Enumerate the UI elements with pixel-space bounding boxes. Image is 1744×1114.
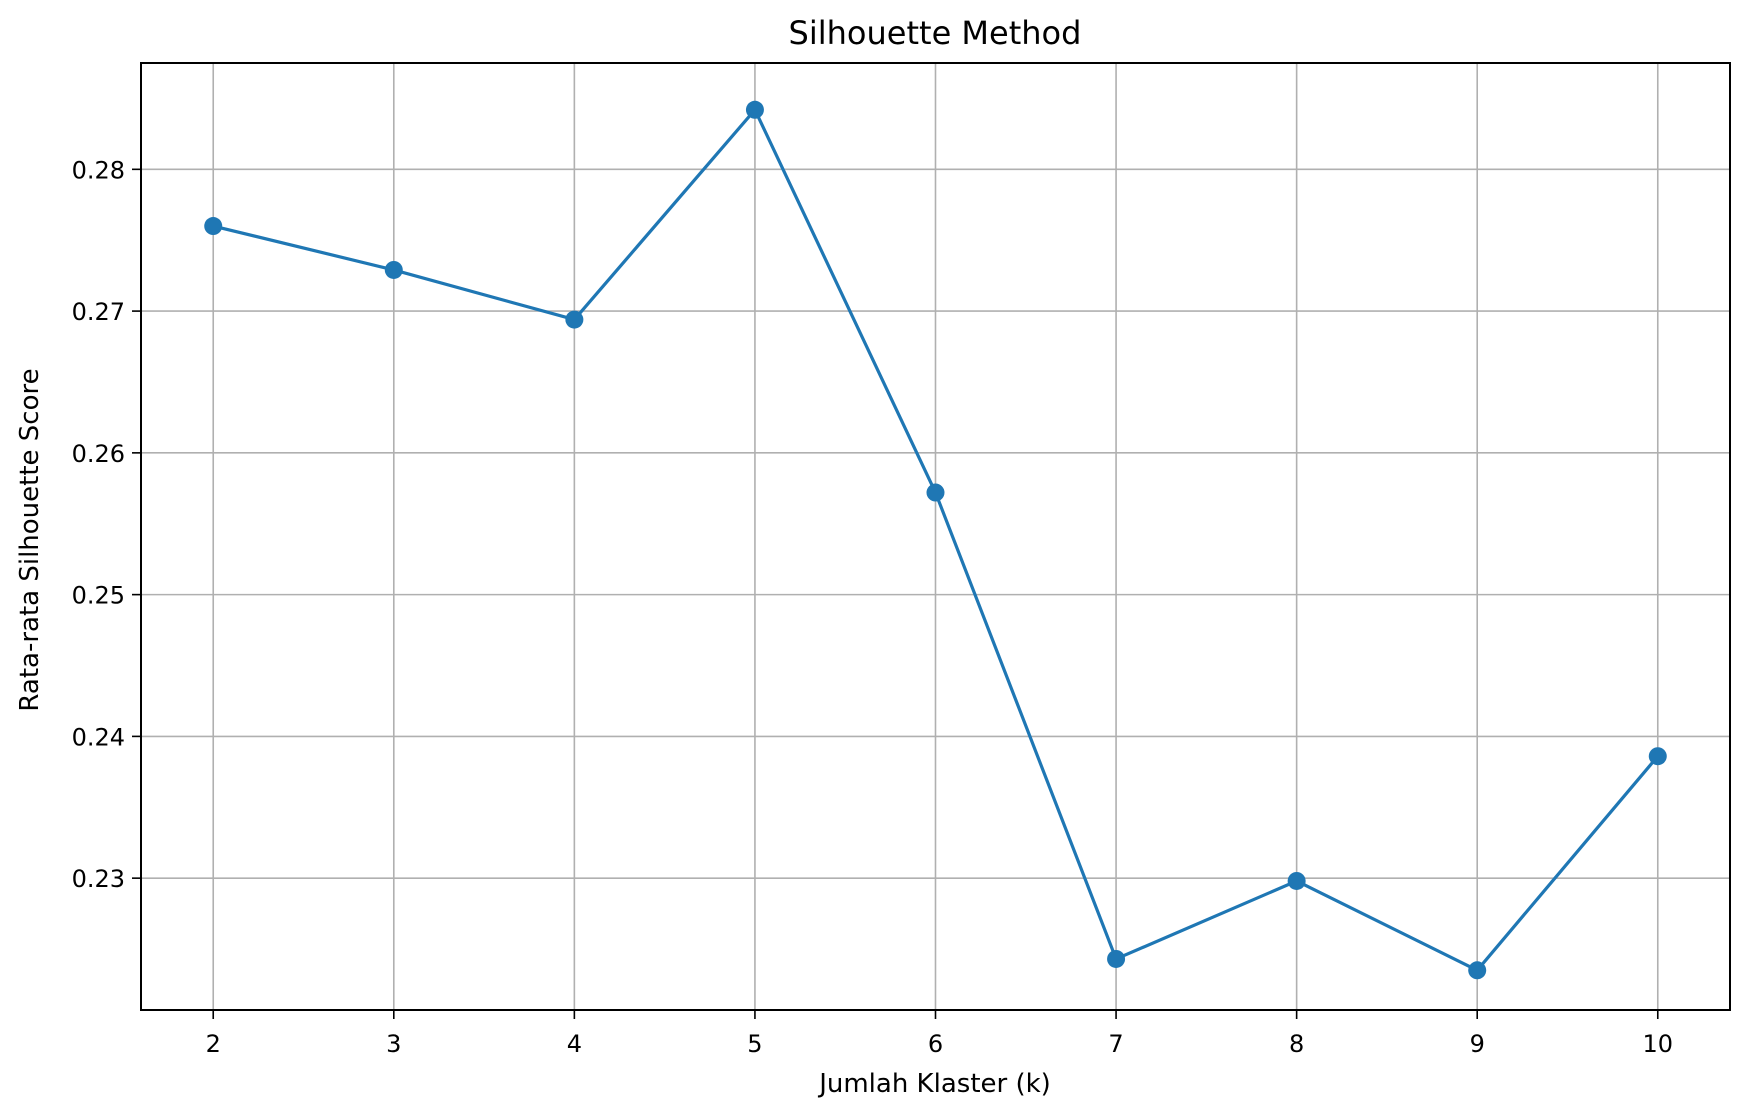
y-tick-label: 0.23: [72, 865, 125, 893]
x-tick-label: 5: [747, 1030, 762, 1058]
y-tick-label: 0.28: [72, 156, 125, 184]
grid-lines: [141, 63, 1730, 1010]
chart-title: Silhouette Method: [789, 14, 1082, 52]
data-point: [926, 483, 945, 502]
x-tick-label: 10: [1642, 1030, 1673, 1058]
data-point: [565, 310, 584, 329]
x-tick-label: 7: [1108, 1030, 1123, 1058]
x-tick-label: 8: [1289, 1030, 1304, 1058]
data-point: [1648, 747, 1667, 766]
x-tick-label: 3: [386, 1030, 401, 1058]
x-axis-label: Jumlah Klaster (k): [817, 1069, 1051, 1099]
y-tick-label: 0.24: [72, 723, 125, 751]
data-point: [204, 217, 223, 236]
y-tick-label: 0.26: [72, 440, 125, 468]
axis-ticks: 2 3 4 5 6 7 8 9 10 0.23 0.24 0.25 0.26 0.27 0.28: [72, 156, 1673, 1058]
x-tick-label: 6: [928, 1030, 943, 1058]
data-point: [1468, 961, 1487, 980]
y-tick-label: 0.25: [72, 582, 125, 610]
data-point: [745, 100, 764, 119]
data-point: [1107, 949, 1126, 968]
y-axis-label: Rata-rata Silhouette Score: [15, 368, 45, 711]
data-series: [204, 100, 1667, 980]
data-point: [384, 260, 403, 279]
x-tick-label: 9: [1470, 1030, 1485, 1058]
y-tick-label: 0.27: [72, 298, 125, 326]
x-tick-label: 4: [567, 1030, 582, 1058]
data-point: [1287, 871, 1306, 890]
x-tick-label: 2: [206, 1030, 221, 1058]
plot-frame: [140, 62, 1731, 1011]
